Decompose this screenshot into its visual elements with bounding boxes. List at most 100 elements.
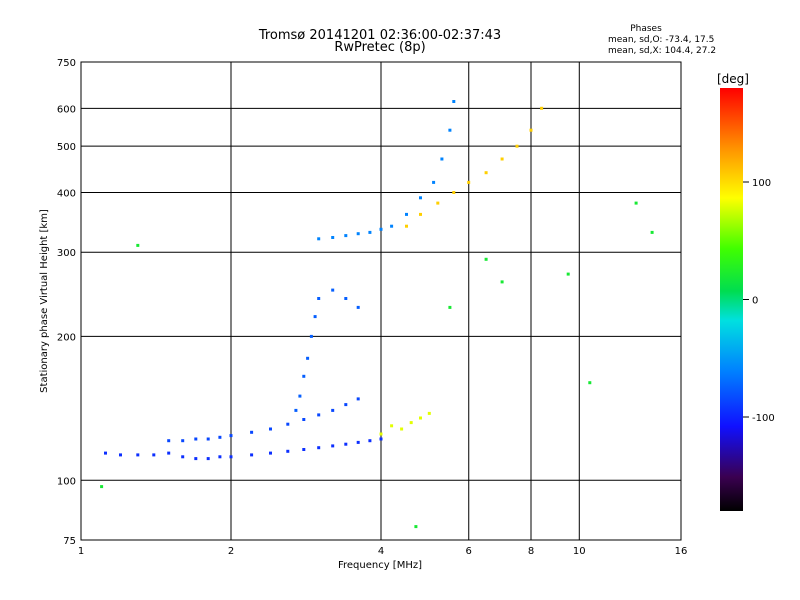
data-point	[306, 356, 310, 360]
data-point	[218, 435, 222, 439]
data-point	[356, 232, 360, 236]
data-point	[250, 430, 254, 434]
data-point	[167, 451, 171, 455]
data-point	[331, 288, 335, 292]
colorbar-ticks: 100 0 -100	[743, 178, 775, 424]
data-point	[379, 227, 383, 231]
y-tick-label: 500	[57, 142, 76, 153]
data-point	[500, 157, 504, 161]
y-tick-label: 750	[57, 58, 76, 69]
data-point	[194, 437, 198, 441]
data-point	[331, 236, 335, 239]
data-point	[269, 427, 272, 431]
data-point	[588, 381, 592, 385]
data-point	[206, 457, 210, 461]
colorbar-tick-label: 100	[752, 178, 771, 189]
colorbar-unit-label: [deg]	[717, 72, 749, 86]
data-point	[317, 237, 321, 241]
data-point	[331, 444, 335, 448]
x-axis-label: Frequency [MHz]	[338, 560, 422, 571]
y-tick-label: 75	[63, 536, 76, 547]
data-point	[452, 100, 456, 103]
data-point	[100, 485, 104, 489]
data-point	[104, 451, 107, 455]
data-point	[419, 212, 422, 216]
data-point	[390, 424, 394, 428]
data-point	[302, 418, 306, 421]
y-tick-label: 400	[57, 188, 76, 199]
data-point	[317, 446, 321, 450]
y-tick-label: 100	[57, 476, 76, 487]
x-tick-label: 2	[228, 546, 234, 557]
data-point	[317, 413, 321, 417]
data-point	[379, 432, 383, 436]
x-tick-label: 10	[573, 546, 586, 557]
colorbar-tick-label: -100	[752, 413, 775, 424]
x-tick-label: 8	[528, 546, 534, 557]
data-point	[427, 411, 431, 415]
data-point	[152, 453, 156, 457]
data-point	[194, 457, 198, 461]
data-point	[566, 272, 570, 276]
data-points	[100, 100, 654, 529]
data-point	[136, 453, 140, 457]
data-point	[344, 403, 348, 407]
data-point	[294, 408, 298, 412]
y-axis-ticks: 75 100 200 300 400 500 600 750	[57, 58, 76, 547]
y-tick-label: 600	[57, 104, 76, 115]
data-point	[302, 448, 306, 451]
data-point	[286, 449, 290, 453]
data-point	[634, 201, 638, 205]
data-point	[250, 453, 254, 457]
phases-o-stats: mean, sd,O: -73.4, 17.5	[608, 35, 714, 45]
data-point	[344, 234, 348, 238]
data-point	[344, 297, 348, 300]
data-point	[356, 305, 360, 309]
phases-x-stats: mean, sd,X: 104.4, 27.2	[608, 46, 716, 56]
colorbar-tick-label: 0	[752, 296, 758, 307]
x-axis-ticks: 1 2 4 6 8 10 16	[78, 546, 688, 557]
data-point	[379, 437, 383, 441]
x-tick-label: 1	[78, 546, 84, 557]
data-point	[368, 439, 372, 443]
data-point	[529, 128, 533, 132]
data-point	[448, 128, 452, 132]
data-point	[400, 427, 404, 431]
data-point	[356, 440, 360, 444]
data-point	[181, 439, 185, 443]
y-axis-label: Stationary phase Virtual Height [km]	[39, 209, 50, 393]
grid-lines	[81, 62, 681, 540]
data-point	[440, 157, 444, 161]
data-point	[229, 455, 233, 459]
data-point	[206, 437, 210, 441]
data-point	[419, 196, 422, 200]
data-point	[432, 180, 436, 184]
data-point	[298, 394, 302, 398]
data-point	[390, 224, 394, 228]
y-tick-label: 200	[57, 332, 76, 343]
data-point	[484, 257, 488, 261]
plot-frame	[80, 61, 682, 541]
data-point	[302, 374, 306, 378]
phases-label: Phases	[630, 24, 662, 34]
data-point	[405, 212, 408, 216]
data-point	[500, 280, 504, 284]
data-point	[317, 297, 321, 300]
colorbar	[720, 88, 743, 511]
data-point	[331, 408, 335, 412]
data-point	[436, 201, 440, 205]
data-point	[181, 455, 185, 459]
data-point	[218, 455, 222, 459]
data-point	[229, 434, 233, 438]
data-point	[409, 421, 413, 425]
data-point	[650, 230, 654, 234]
chart-subtitle: RwPretec (8p)	[334, 40, 425, 55]
data-point	[540, 106, 544, 110]
x-tick-label: 4	[378, 546, 384, 557]
data-point	[167, 439, 171, 443]
data-point	[269, 451, 272, 455]
x-tick-label: 16	[675, 546, 688, 557]
data-point	[309, 334, 313, 338]
y-tick-label: 300	[57, 248, 76, 259]
